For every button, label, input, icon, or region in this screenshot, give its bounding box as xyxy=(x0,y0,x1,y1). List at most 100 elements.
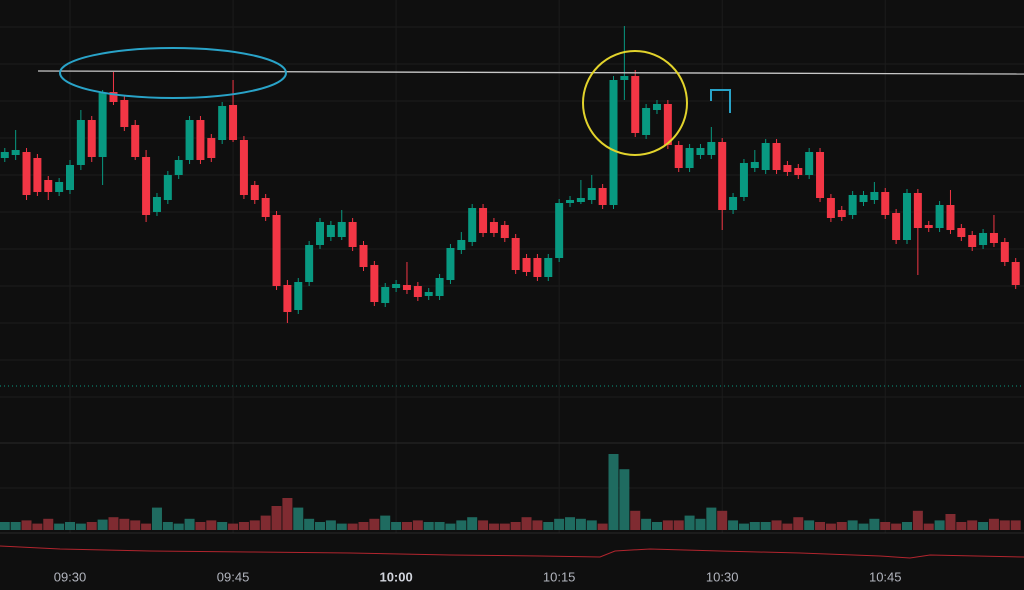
volume-bar xyxy=(65,522,75,530)
volume-bar xyxy=(956,522,967,530)
candle-body xyxy=(33,158,42,192)
candle-body xyxy=(294,282,303,310)
volume-bar xyxy=(423,522,434,530)
volume-bar xyxy=(706,507,717,530)
highlight-circle xyxy=(582,50,688,156)
volume-bar xyxy=(173,523,184,530)
x-tick-label: 09:30 xyxy=(54,569,87,584)
indicator-line xyxy=(0,545,1024,559)
volume-bar xyxy=(151,507,162,530)
candle-body xyxy=(326,225,335,237)
candle-body xyxy=(152,197,161,212)
volume-bar xyxy=(445,523,456,530)
volume-bar xyxy=(380,515,391,530)
candle-body xyxy=(381,287,390,303)
candle-body xyxy=(566,200,575,203)
volume-bar xyxy=(978,522,989,530)
x-tick-label: 10:45 xyxy=(869,569,902,584)
volume-bar xyxy=(651,522,662,530)
volume-bar xyxy=(412,520,423,530)
candle-body xyxy=(109,92,118,102)
volume-bar xyxy=(880,522,891,530)
candle-body xyxy=(881,192,890,215)
candle-body xyxy=(620,76,629,80)
volume-bar xyxy=(923,523,934,530)
volume-bar xyxy=(858,523,869,530)
volume-bar xyxy=(641,518,652,530)
candle-body xyxy=(261,198,270,217)
volume-bar xyxy=(238,522,249,530)
candle-body xyxy=(739,163,748,197)
volume-bar xyxy=(119,518,130,530)
candle-body xyxy=(185,120,194,160)
volume-bar xyxy=(847,520,858,530)
volume-bar xyxy=(162,522,173,530)
volume-bar xyxy=(86,522,97,530)
volume-bar xyxy=(630,510,641,530)
candle-body xyxy=(435,278,444,296)
candle-body xyxy=(598,188,607,205)
volume-bar xyxy=(391,522,402,530)
candle-body xyxy=(772,143,781,170)
candle-body xyxy=(55,182,64,192)
volume-bar xyxy=(0,522,10,530)
candle-body xyxy=(174,160,183,175)
candle-body xyxy=(522,258,531,272)
volume-bar xyxy=(999,520,1010,530)
candle-body xyxy=(989,233,998,243)
candle-body xyxy=(968,235,977,247)
candle-body xyxy=(87,120,96,157)
volume-bar xyxy=(608,454,619,530)
volume-bar xyxy=(141,523,152,530)
volume-bar xyxy=(869,518,880,530)
volume-bar xyxy=(738,523,749,530)
volume-bar xyxy=(543,522,554,530)
volume-bar xyxy=(728,520,739,530)
volume-bar xyxy=(228,523,239,530)
candle-body xyxy=(402,285,411,290)
candle-body xyxy=(696,148,705,155)
volume-bar xyxy=(10,522,21,530)
volume-bar xyxy=(369,518,380,530)
candle-body xyxy=(848,195,857,215)
candle-body xyxy=(316,222,325,245)
volume-bar xyxy=(195,522,206,530)
candle-body xyxy=(370,265,379,302)
volume-bar xyxy=(315,522,326,530)
volume-bar xyxy=(130,520,141,530)
volume-bar xyxy=(901,522,912,530)
volume-bar xyxy=(21,520,32,530)
candle-body xyxy=(218,106,227,140)
bracket-annotation xyxy=(710,89,731,113)
volume-bar xyxy=(217,522,228,530)
volume-bar xyxy=(967,520,978,530)
volume-bar xyxy=(695,518,706,530)
candle-body xyxy=(729,197,738,210)
volume-bar xyxy=(75,523,86,530)
volume-bar xyxy=(249,520,260,530)
candle-body xyxy=(11,150,20,155)
candle-body xyxy=(142,157,151,215)
volume-bar xyxy=(282,498,293,530)
volume-bar xyxy=(586,520,597,530)
volume-bar xyxy=(434,522,445,530)
candle-body xyxy=(859,195,868,202)
candle-body xyxy=(66,165,74,190)
candle-body xyxy=(348,222,357,247)
candle-body xyxy=(239,140,248,195)
candle-body xyxy=(500,225,509,238)
volume-bar xyxy=(988,518,999,530)
x-tick-label: 10:30 xyxy=(706,569,739,584)
candle-body xyxy=(544,258,553,277)
candle-body xyxy=(0,152,9,158)
candle-body xyxy=(924,225,933,228)
candle-body xyxy=(196,120,205,160)
volume-bar xyxy=(304,518,315,530)
x-tick-label: 10:15 xyxy=(543,569,576,584)
candle-body xyxy=(794,168,803,175)
candle-body xyxy=(913,193,922,228)
candle-body xyxy=(22,152,31,195)
volume-bar xyxy=(575,518,586,530)
candle-body xyxy=(250,185,259,200)
volume-bar xyxy=(1010,520,1021,530)
